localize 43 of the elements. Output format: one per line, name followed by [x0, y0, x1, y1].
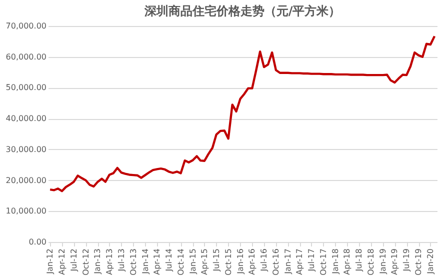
x-tick-label: Jan-20	[426, 248, 435, 275]
line-series	[48, 35, 436, 192]
x-tick-label: Apr-13	[104, 248, 114, 275]
x-tick-label: Oct-17	[318, 248, 328, 276]
x-tick-label: Jan-16	[236, 248, 245, 275]
x-tick-label: Jul-12	[69, 248, 78, 272]
x-tick-label: Jul-15	[212, 248, 221, 272]
y-tick-label: 70,000.00	[6, 22, 46, 30]
x-tick-label: Jul-13	[116, 248, 126, 272]
x-tick-label: Oct-16	[271, 248, 280, 276]
x-tick-label: Apr-18	[342, 248, 352, 275]
y-tick-label: 60,000.00	[6, 52, 46, 62]
x-tick-label: Jul-19	[402, 248, 412, 272]
y-tick-label: 40,000.00	[6, 114, 46, 124]
y-tick-label: 20,000.00	[6, 176, 46, 185]
x-tick-label: Oct-15	[224, 248, 233, 276]
x-tick-label: Jan-13	[93, 248, 102, 275]
x-tick-label: Jul-18	[354, 248, 364, 272]
x-tick-label: Jul-16	[259, 248, 268, 272]
x-tick-label: Apr-14	[152, 248, 162, 275]
x-tick-label: Oct-13	[128, 248, 138, 276]
x-tick-label: Oct-12	[81, 248, 90, 276]
x-tick-label: Apr-17	[295, 248, 304, 275]
x-tick-label: Oct-18	[366, 248, 376, 276]
x-tick-label: Jul-14	[164, 248, 174, 272]
x-tick-label: Jan-18	[330, 248, 340, 275]
y-tick-label: 10,000.00	[6, 206, 46, 216]
y-tick-label: 30,000.00	[6, 144, 46, 154]
x-tick-label: Jan-14	[140, 248, 150, 275]
x-tick-label: Oct-14	[176, 248, 186, 276]
x-tick-label: Oct-19	[414, 248, 424, 276]
x-tick-label: Jul-17	[307, 248, 316, 272]
x-tick-label: Apr-15	[200, 248, 209, 275]
y-tick-label: 50,000.00	[6, 83, 46, 92]
x-tick-label: Jan-12	[46, 248, 55, 275]
y-tick-label: 0.00	[28, 238, 46, 246]
x-tick-label: Jan-15	[188, 248, 198, 275]
x-tick-label: Apr-16	[248, 248, 257, 275]
x-tick-label: Apr-12	[57, 248, 66, 275]
x-tick-label: Jan-17	[283, 248, 292, 275]
chart-title: 深圳商品住宅价格走势（元/平方米）	[143, 4, 341, 18]
x-tick-label: Apr-19	[390, 248, 400, 275]
x-tick-label: Jan-19	[378, 248, 388, 275]
